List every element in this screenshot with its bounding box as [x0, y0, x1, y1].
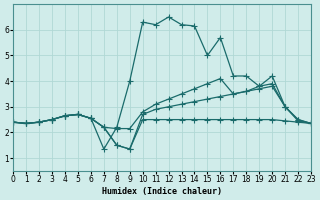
X-axis label: Humidex (Indice chaleur): Humidex (Indice chaleur) [102, 187, 222, 196]
